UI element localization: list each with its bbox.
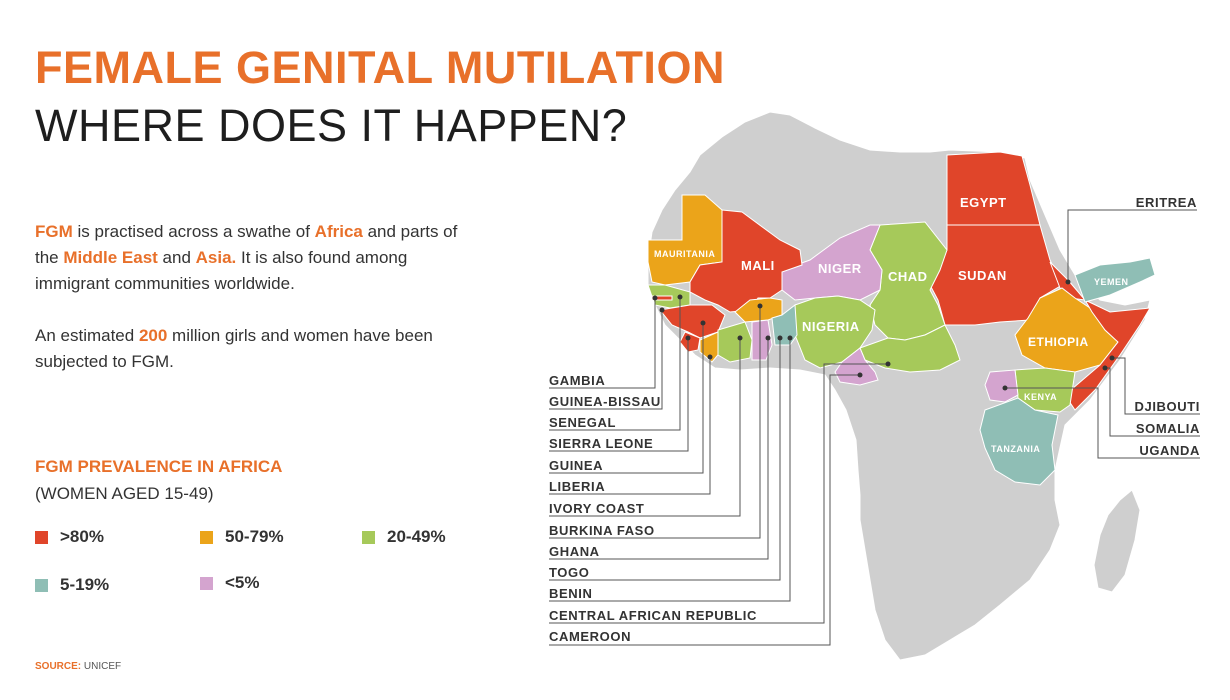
ivory-coast-region [717,321,753,363]
legend-label: <5% [225,573,260,592]
intro-text: Middle East [63,248,158,267]
title-line-1: FEMALE GENITAL MUTILATION [35,42,725,93]
tanzania-region [979,397,1059,486]
liberia-region [699,331,723,363]
legend-label: >80% [60,527,104,546]
intro-text: FGM [35,222,73,241]
callout-central-african-republic: CENTRAL AFRICAN REPUBLIC [549,608,757,623]
source-note: SOURCE: UNICEF [35,661,121,672]
ethiopia-label: ETHIOPIA [1028,335,1089,349]
legend-title: FGM PREVALENCE IN AFRICA [35,457,283,476]
callout-eritrea: ERITREA [1136,195,1197,210]
title-line-2: WHERE DOES IT HAPPEN? [35,100,628,151]
callout-ghana: GHANA [549,544,600,559]
togo-benin-region [771,304,798,346]
intro-text: and parts of the [35,222,458,267]
legend-swatch [362,530,375,544]
niger-label: NIGER [818,261,862,276]
intro-paragraph-1: FGM is practised across a swathe of Afri… [35,219,475,297]
intro-text: million girls and women have been subjec… [35,326,433,371]
niger-region [781,224,883,301]
egypt-label: EGYPT [960,195,1007,210]
legend-swatch [35,578,48,592]
legend-subtitle: (WOMEN AGED 15-49) [35,484,214,503]
callout-burkina-faso: BURKINA FASO [549,523,655,538]
intro-text: Africa [314,222,363,241]
legend-label: 50-79% [225,527,284,546]
callout-guinea-bissau: GUINEA-BISSAU [549,394,661,409]
legend-item-50-79: 50-79% [200,527,284,547]
callout-uganda: UGANDA [1139,443,1200,458]
mauritania-label: MAURITANIA [654,249,715,259]
car-region [859,324,961,373]
mauritania-region [647,194,723,286]
kenya-label: KENYA [1024,392,1057,402]
chad-label: CHAD [888,269,928,284]
yemen-region [1074,257,1156,303]
intro-text: Asia. [195,248,237,267]
intro-text: An estimated [35,326,139,345]
legend-label: 5-19% [60,575,110,594]
africa-landmass [647,111,1151,661]
intro-text: is practised across a swathe of [72,222,315,241]
callout-benin: BENIN [549,586,592,601]
tanzania-label: TANZANIA [991,444,1040,454]
legend-swatch [200,576,213,590]
callout-cameroon: CAMEROON [549,629,631,644]
yemen-label: YEMEN [1094,277,1129,287]
callout-gambia: GAMBIA [549,373,605,388]
callout-ivory-coast: IVORY COAST [549,501,644,516]
sierra-leone-region [679,331,701,353]
burkina-faso-region [734,297,783,323]
legend-item-5-19: 5-19% [35,575,109,595]
callout-djibouti: DJIBOUTI [1135,399,1200,414]
callout-somalia: SOMALIA [1136,421,1200,436]
legend-item-under-5: <5% [200,573,260,593]
callout-guinea: GUINEA [549,458,603,473]
callout-sierra-leone: SIERRA LEONE [549,436,653,451]
uganda-region [984,369,1019,403]
madagascar [1093,489,1141,593]
legend-item-20-49: 20-49% [362,527,446,547]
legend-swatch [35,530,48,544]
legend-swatch [200,530,213,544]
east-callout-lines [1002,209,1200,459]
intro-paragraph-2: An estimated 200 million girls and women… [35,323,475,375]
legend-label: 20-49% [387,527,446,546]
callout-liberia: LIBERIA [549,479,605,494]
west-callout-lines [549,294,891,646]
callout-senegal: SENEGAL [549,415,616,430]
callout-togo: TOGO [549,565,589,580]
nigeria-label: NIGERIA [802,319,860,334]
sudan-label: SUDAN [958,268,1007,283]
intro-text: It is also found among immigrant communi… [35,248,408,293]
somalia-region [1064,298,1151,411]
source-label: SOURCE: [35,661,82,672]
intro-text: 200 [138,326,168,345]
nigeria-region [794,295,876,369]
intro-text: and [157,248,196,267]
source-value: UNICEF [83,661,122,672]
ghana-region [751,319,773,361]
mali-label: MALI [741,258,775,273]
legend-item-80-plus: >80% [35,527,104,547]
